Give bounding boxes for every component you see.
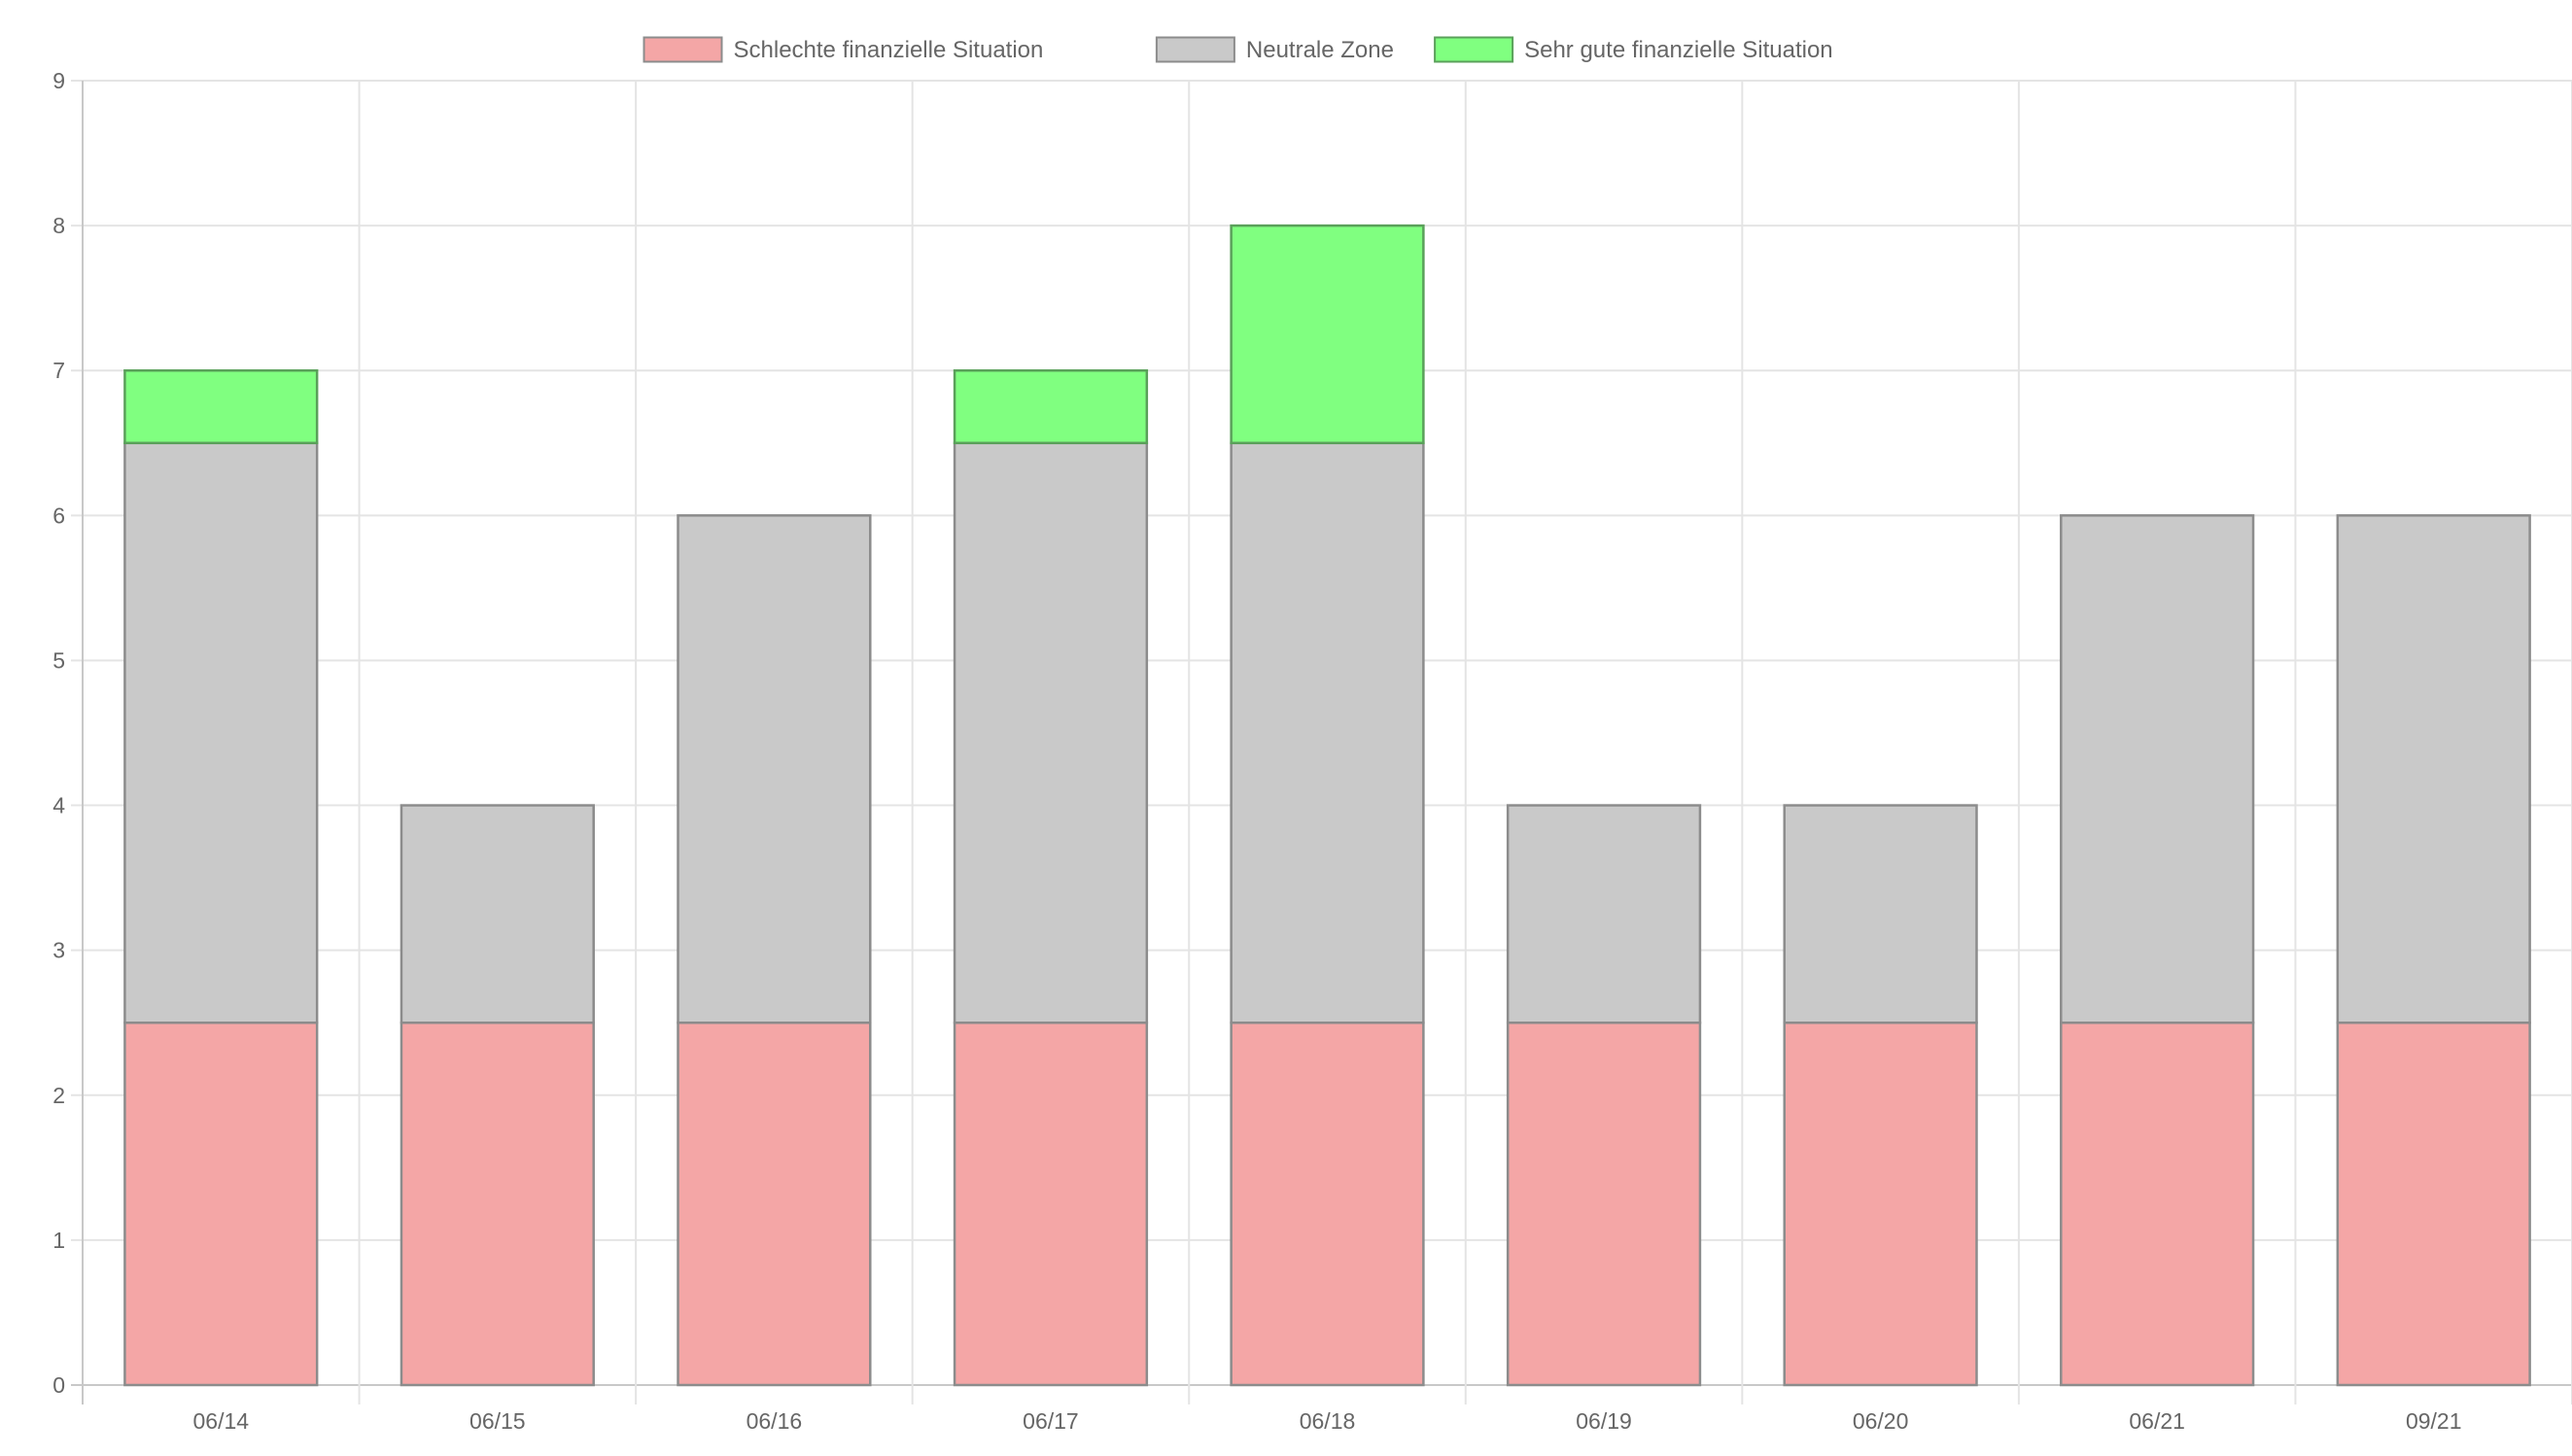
bar-segment-0-2: [677, 1021, 872, 1387]
bar-segment-2-4: [1230, 224, 1425, 445]
legend-label-1: Neutrale Zone: [1246, 37, 1394, 63]
bar-segment-0-7: [2060, 1021, 2255, 1387]
bars: [123, 224, 2531, 1387]
bar-segment-1-4: [1230, 441, 1425, 1024]
bar-segment-0-4: [1230, 1021, 1425, 1387]
x-tick-label: 09/21: [2406, 1408, 2462, 1434]
axes: 0 1 2 3 4 5 6 7 8 9 06/14 06/15 06/16 06/17 06/18 06/19…: [52, 68, 2461, 1434]
x-tick-label: 06/17: [1023, 1408, 1079, 1434]
bar-segment-0-5: [1506, 1021, 1702, 1387]
y-tick-label: 3: [52, 938, 65, 963]
y-tick-label: 9: [52, 68, 65, 93]
bar-segment-1-2: [677, 514, 872, 1024]
y-tick-label: 6: [52, 503, 65, 528]
y-tick-label: 5: [52, 647, 65, 673]
bar-segment-2-0: [123, 368, 319, 445]
legend-swatch-0: [643, 36, 723, 63]
legend-label-2: Sehr gute finanzielle Situation: [1524, 37, 1833, 63]
x-tick-label: 06/14: [192, 1408, 249, 1434]
x-tick-label: 06/18: [1300, 1408, 1356, 1434]
legend-swatch-2: [1434, 36, 1514, 63]
legend-swatch-1: [1155, 36, 1235, 63]
y-tick-label: 8: [52, 213, 65, 238]
bar-segment-1-5: [1506, 804, 1702, 1024]
bar-segment-0-8: [2336, 1021, 2531, 1387]
bar-segment-1-8: [2336, 514, 2531, 1024]
y-tick-label: 7: [52, 358, 65, 383]
x-tick-label: 06/21: [2129, 1408, 2185, 1434]
bar-segment-2-3: [953, 368, 1149, 445]
x-tick-label: 06/20: [1853, 1408, 1909, 1434]
x-tick-label: 06/16: [747, 1408, 803, 1434]
bar-segment-0-1: [400, 1021, 595, 1387]
y-tick-label: 2: [52, 1083, 65, 1108]
legend-label-0: Schlechte finanzielle Situation: [734, 37, 1044, 63]
bar-segment-1-1: [400, 804, 595, 1024]
bar-segment-1-6: [1783, 804, 1978, 1024]
bar-segment-0-6: [1783, 1021, 1978, 1387]
legend: Schlechte finanzielle Situation Neutrale …: [643, 36, 1833, 63]
y-tick-label: 0: [52, 1372, 65, 1398]
bar-segment-1-3: [953, 441, 1149, 1024]
x-tick-label: 06/15: [469, 1408, 526, 1434]
y-tick-label: 4: [52, 793, 65, 818]
y-tick-label: 1: [52, 1228, 65, 1253]
bar-segment-0-3: [953, 1021, 1149, 1387]
bar-segment-0-0: [123, 1021, 319, 1387]
bar-segment-1-0: [123, 441, 319, 1024]
bar-segment-1-7: [2060, 514, 2255, 1024]
x-tick-label: 06/19: [1576, 1408, 1632, 1434]
